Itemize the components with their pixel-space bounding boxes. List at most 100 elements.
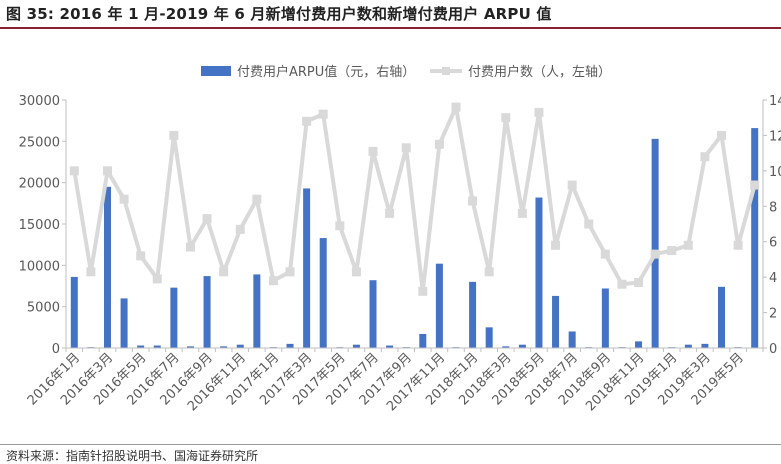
bar bbox=[635, 341, 643, 348]
bar bbox=[601, 288, 609, 348]
line-point bbox=[600, 249, 610, 259]
bar bbox=[352, 344, 360, 348]
bar bbox=[568, 331, 576, 348]
bar-series bbox=[70, 128, 759, 348]
line-point bbox=[235, 224, 245, 234]
bar bbox=[186, 346, 194, 348]
bar bbox=[518, 344, 526, 348]
left-tick-label: 0 bbox=[52, 342, 60, 357]
right-tick-label: 12 bbox=[769, 129, 781, 144]
right-y-axis: 0 2 4 6 8 10 12 14 bbox=[762, 94, 781, 357]
line-point bbox=[351, 267, 361, 277]
bar bbox=[286, 343, 294, 348]
line-series bbox=[69, 102, 760, 296]
line-point bbox=[86, 267, 96, 277]
source-rule bbox=[0, 444, 781, 445]
line-point bbox=[468, 196, 478, 206]
line-point bbox=[434, 139, 444, 149]
legend-bar-swatch bbox=[201, 66, 231, 76]
bar bbox=[253, 274, 261, 348]
source-note: 资料来源：指南针招股说明书、国海证券研究所 bbox=[6, 449, 259, 463]
line-point bbox=[584, 219, 594, 229]
line-point bbox=[617, 279, 627, 289]
bar bbox=[103, 186, 111, 348]
right-tick-label: 2 bbox=[769, 307, 777, 322]
line-point bbox=[385, 208, 395, 218]
line-point bbox=[102, 166, 112, 176]
bar bbox=[386, 345, 394, 348]
left-tick-label: 15000 bbox=[19, 218, 60, 233]
line-point bbox=[750, 180, 760, 190]
right-tick-label: 0 bbox=[769, 342, 777, 357]
bar bbox=[751, 128, 759, 348]
bar bbox=[684, 344, 692, 348]
bar bbox=[120, 298, 128, 348]
bar bbox=[236, 344, 244, 348]
line-point bbox=[152, 274, 162, 284]
line-point bbox=[119, 194, 129, 204]
line-point bbox=[733, 240, 743, 250]
legend-line-marker bbox=[442, 67, 450, 75]
left-tick-label: 20000 bbox=[19, 177, 60, 192]
line-point bbox=[551, 240, 561, 250]
bar bbox=[535, 197, 543, 348]
bar bbox=[419, 333, 427, 348]
left-y-axis: 0 5000 10000 15000 20000 25000 30000 bbox=[19, 94, 67, 357]
legend-bar-label: 付费用户ARPU值（元，右轴） bbox=[237, 64, 415, 80]
line-point bbox=[667, 246, 677, 256]
line-point bbox=[567, 180, 577, 190]
line-point bbox=[69, 166, 79, 176]
title-rule bbox=[0, 27, 781, 29]
line-point bbox=[717, 130, 727, 140]
x-axis: 2016年1月2016年3月2016年5月2016年7月2016年9月2016年… bbox=[25, 347, 764, 414]
line-point bbox=[418, 286, 428, 296]
line-point bbox=[401, 143, 411, 153]
bar bbox=[718, 286, 726, 348]
bar bbox=[170, 287, 178, 348]
bar bbox=[153, 345, 161, 348]
bar bbox=[435, 263, 443, 348]
right-tick-label: 10 bbox=[769, 165, 781, 180]
left-tick-label: 25000 bbox=[19, 135, 60, 150]
bar bbox=[485, 327, 493, 348]
line-point bbox=[185, 242, 195, 252]
line-point bbox=[318, 109, 328, 119]
bar bbox=[469, 281, 477, 348]
right-tick-label: 8 bbox=[769, 200, 777, 215]
bar bbox=[319, 238, 327, 348]
legend-line-label: 付费用户数（人，左轴） bbox=[468, 64, 611, 80]
right-tick-label: 14 bbox=[769, 94, 781, 109]
line-point bbox=[368, 146, 378, 156]
legend: 付费用户ARPU值（元，右轴） 付费用户数（人，左轴） bbox=[201, 64, 611, 80]
bar bbox=[502, 346, 510, 348]
line-point bbox=[136, 251, 146, 261]
line-point bbox=[650, 249, 660, 259]
bar bbox=[203, 276, 211, 348]
left-tick-label: 10000 bbox=[19, 259, 60, 274]
line-point bbox=[700, 152, 710, 162]
line-point bbox=[501, 113, 511, 123]
series-line bbox=[72, 105, 757, 294]
line-point bbox=[484, 267, 494, 277]
line-point bbox=[683, 240, 693, 250]
bar bbox=[651, 138, 659, 348]
line-point bbox=[285, 267, 295, 277]
right-tick-label: 4 bbox=[769, 271, 777, 286]
bar bbox=[303, 188, 311, 348]
line-point bbox=[219, 267, 229, 277]
line-point bbox=[169, 130, 179, 140]
bar bbox=[552, 295, 560, 348]
left-tick-label: 5000 bbox=[27, 301, 60, 316]
bar bbox=[70, 276, 78, 348]
bar bbox=[220, 346, 228, 348]
line-point bbox=[534, 107, 544, 117]
line-point bbox=[634, 277, 644, 287]
bar bbox=[137, 345, 145, 348]
bar bbox=[701, 343, 709, 348]
line-point bbox=[252, 194, 262, 204]
line-point bbox=[517, 208, 527, 218]
line-point bbox=[302, 116, 312, 126]
left-tick-label: 30000 bbox=[19, 94, 60, 109]
line-point bbox=[451, 102, 461, 112]
